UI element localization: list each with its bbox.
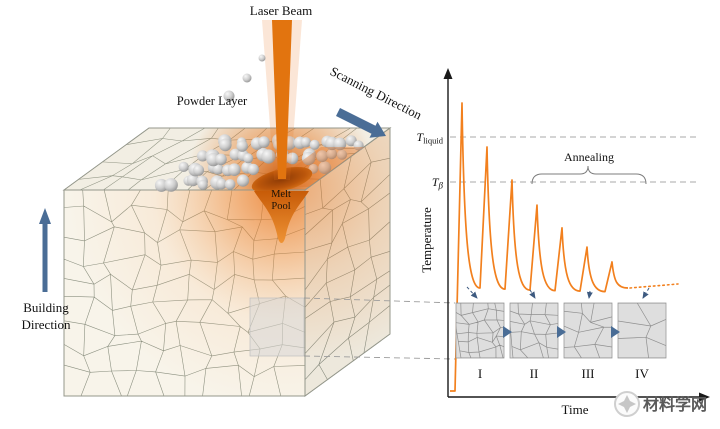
powder-sphere <box>212 163 224 175</box>
melt-pool-drip <box>254 191 309 243</box>
powder-sphere <box>236 174 250 187</box>
x-axis-arrowhead <box>699 392 710 402</box>
curve-to-inset-arrow <box>642 287 650 299</box>
inset-grains-2 <box>510 303 558 358</box>
powder-sphere <box>326 148 338 160</box>
powder-sphere <box>301 151 316 166</box>
annealing-brace <box>531 165 647 185</box>
highlight-region <box>249 297 305 357</box>
curve-to-inset-arrow <box>529 289 536 299</box>
microstructure-inset-2 <box>509 302 559 359</box>
curve-to-inset-arrow <box>466 286 478 299</box>
powder-sphere <box>336 149 348 160</box>
building-direction-arrow-shaft <box>42 222 48 292</box>
powder-sphere <box>300 137 311 148</box>
temperature-curve-tail <box>629 283 679 289</box>
connector-line-bottom <box>303 355 456 360</box>
powder-sphere <box>247 163 259 176</box>
powder-sphere <box>215 153 227 166</box>
powder-sphere <box>164 178 178 192</box>
t-beta-subscript: β <box>438 181 444 191</box>
powder-sphere <box>261 149 276 164</box>
powder-sphere <box>258 136 270 148</box>
inset-grain-mesh <box>510 303 558 358</box>
building-direction-label-line1: Building <box>23 300 69 315</box>
curve-to-inset-arrow <box>586 290 593 299</box>
powder-sphere <box>178 161 189 172</box>
powder-sphere <box>186 173 200 187</box>
melt-pool <box>251 166 313 194</box>
inset-arrow-icon <box>557 326 566 338</box>
stage-label-4: IV <box>635 366 649 381</box>
t-beta-label: Tβ <box>432 175 444 191</box>
y-axis-arrowhead <box>443 68 453 79</box>
powder-sphere <box>243 153 254 164</box>
t-liquid-label: Tliquid <box>416 130 443 146</box>
heat-gradient-side <box>305 128 390 396</box>
annealing-label: Annealing <box>564 150 614 164</box>
powder-sphere <box>286 152 299 165</box>
melt-pool-label-line1: Melt <box>271 189 291 200</box>
powder-layer-label: Powder Layer <box>177 94 248 108</box>
inset-arrow-icon <box>503 326 512 338</box>
inset-grain-mesh <box>618 303 666 358</box>
powder-sphere <box>219 138 232 152</box>
inset-grain-mesh <box>456 303 504 358</box>
floating-sphere <box>258 54 266 62</box>
scanning-direction-arrow <box>336 108 386 138</box>
powder-sphere <box>318 161 332 175</box>
laser-beam-label: Laser Beam <box>250 3 312 18</box>
powder-sphere <box>228 163 241 176</box>
t-liquid-subscript: liquid <box>423 136 444 146</box>
stage-label-2: II <box>530 366 539 381</box>
inset-grains-4 <box>618 303 666 358</box>
t-liquid-symbol: T <box>416 130 424 144</box>
connector-line-top <box>303 297 456 304</box>
powder-sphere <box>333 137 347 151</box>
stage-label-1: I <box>478 366 482 381</box>
time-axis-label: Time <box>562 402 589 417</box>
inset-grains-1 <box>456 303 504 358</box>
inset-grains-3 <box>564 303 612 358</box>
temperature-curve <box>450 102 629 392</box>
melt-pool-label-line2: Pool <box>271 201 290 212</box>
watermark-text: 材料学网 <box>643 395 707 414</box>
stage-label-3: III <box>582 366 595 381</box>
powder-sphere <box>224 179 236 190</box>
powder-sphere <box>216 178 227 190</box>
powder-sphere <box>236 140 248 152</box>
microstructure-insets <box>455 302 667 359</box>
powder-sphere <box>353 140 364 151</box>
laser-beam <box>272 20 292 179</box>
temperature-time-plot: Annealing I II III IV Temperature <box>416 68 710 417</box>
powder-sphere <box>154 178 168 192</box>
inset-grain-mesh <box>564 303 612 358</box>
floating-sphere <box>223 90 235 102</box>
floating-sphere <box>242 73 252 83</box>
watermark-logo-star-icon <box>618 395 636 413</box>
powder-sphere <box>316 150 329 163</box>
powder-sphere <box>309 139 320 150</box>
powder-sphere <box>197 179 208 190</box>
powder-spheres <box>154 133 364 192</box>
watermark: 材料学网 <box>614 391 707 417</box>
powder-sphere <box>193 164 205 176</box>
temperature-axis-label: Temperature <box>419 207 434 273</box>
building-direction-label-line2: Direction <box>21 317 71 332</box>
heat-gradient-front <box>64 190 305 396</box>
inset-arrow-icon <box>611 326 620 338</box>
t-beta-symbol: T <box>432 175 440 189</box>
powder-sphere <box>197 150 209 162</box>
building-direction-arrow-head <box>39 208 51 224</box>
